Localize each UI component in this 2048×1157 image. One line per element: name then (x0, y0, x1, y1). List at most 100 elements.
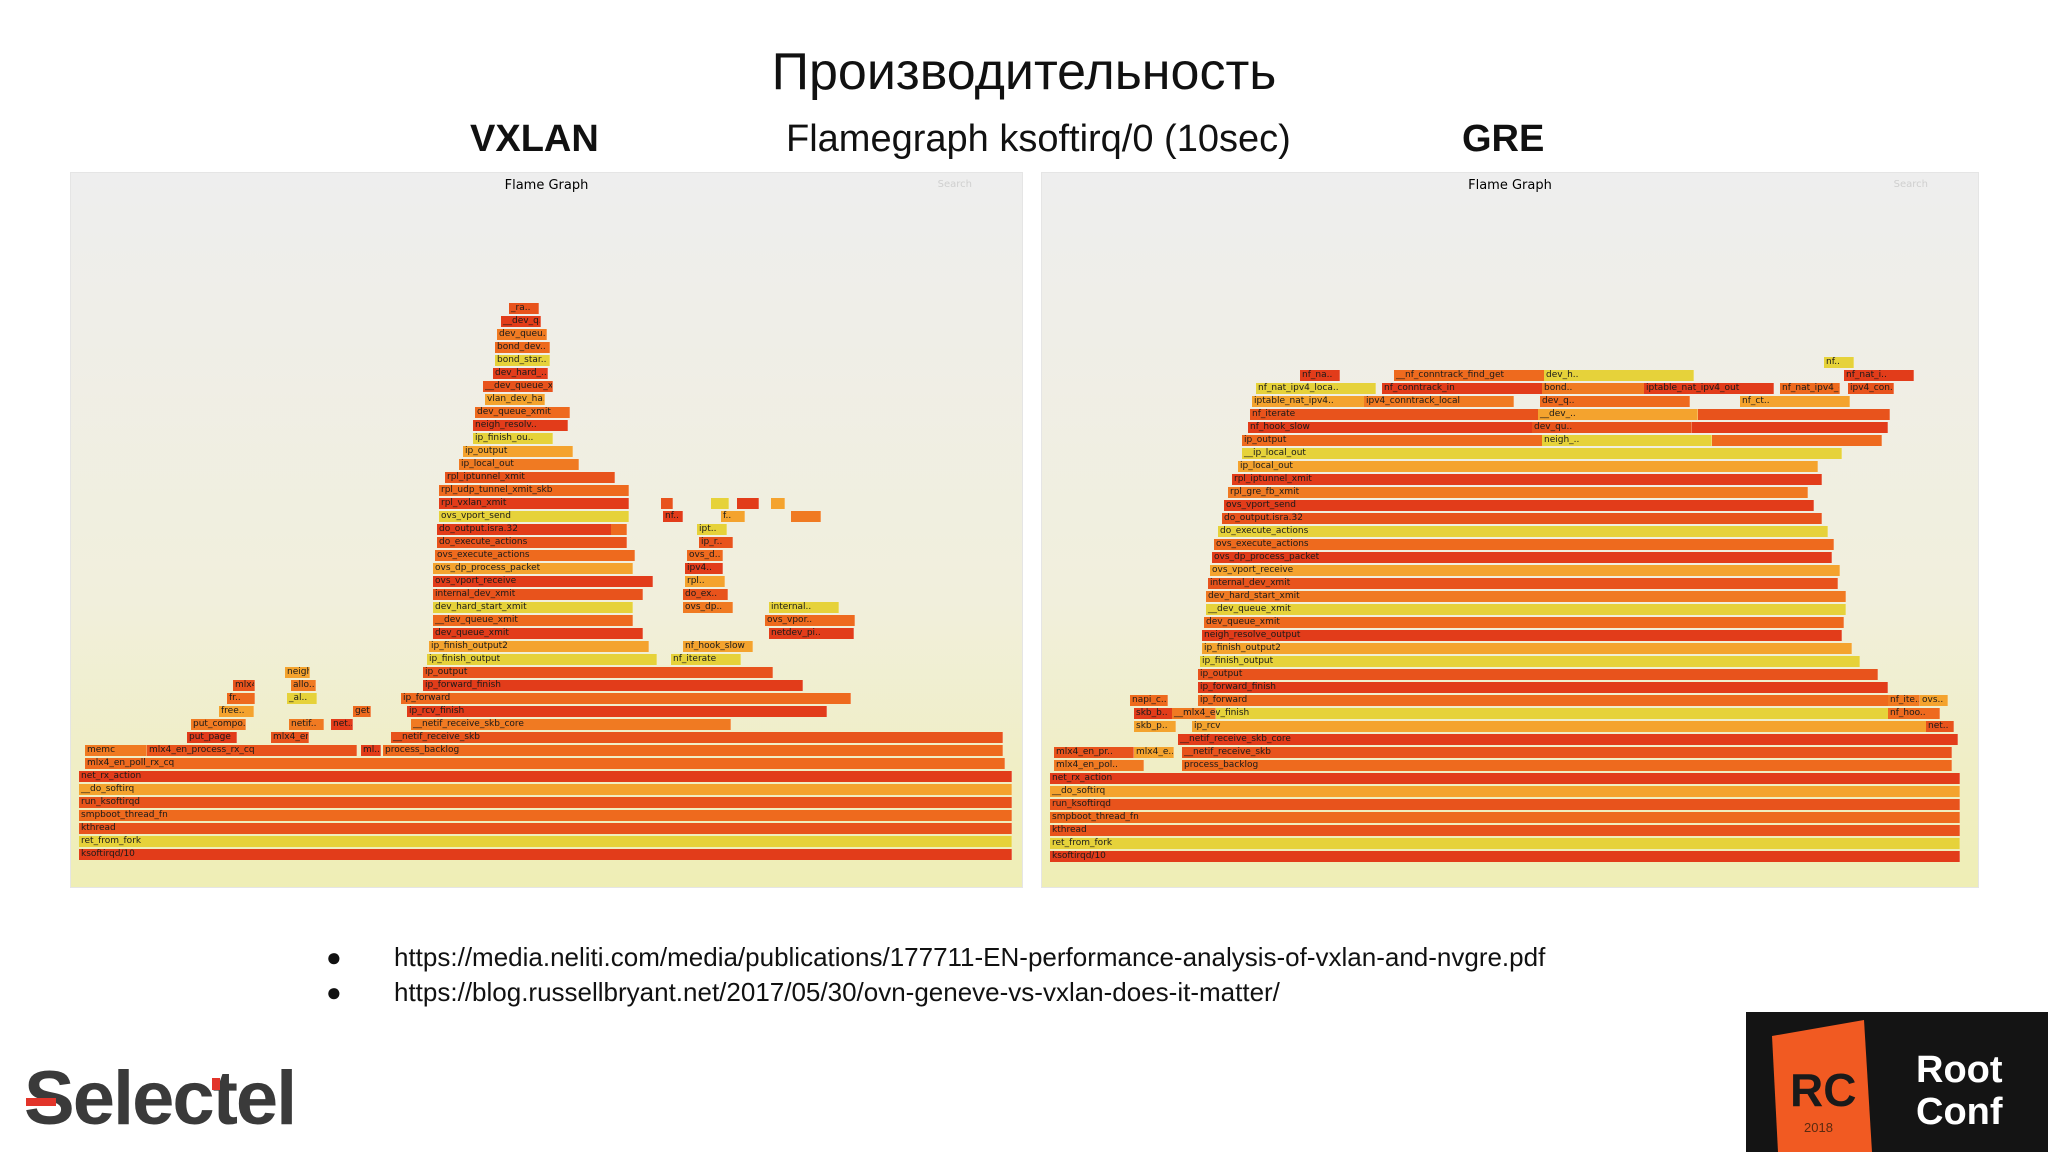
flame-frame[interactable]: _ra.. (509, 303, 539, 314)
flame-frame[interactable]: rpl.. (685, 576, 725, 587)
flame-frame[interactable]: ipt.. (697, 524, 727, 535)
flame-frame[interactable]: free.. (219, 706, 254, 717)
flame-frame[interactable] (661, 498, 673, 509)
flame-frame[interactable]: ip_r.. (699, 537, 733, 548)
flame-frame[interactable]: nf_hoo.. (1888, 708, 1940, 719)
flame-frame[interactable]: nf_nat_ipv4_loca.. (1256, 383, 1376, 394)
flame-frame[interactable]: do_execute_actions (437, 537, 627, 548)
flame-frame[interactable]: rpl_vxlan_xmit (439, 498, 629, 509)
flame-frame[interactable]: neigh_re.. (285, 667, 310, 678)
flame-frame[interactable]: neigh_resolve_output (1202, 630, 1842, 641)
flame-frame[interactable]: __dev_q.. (501, 316, 541, 327)
flame-frame[interactable]: do_execute_actions (1218, 526, 1828, 537)
flame-frame[interactable]: mlx4_en_pr.. (1054, 747, 1134, 758)
flame-frame[interactable]: nf_ct.. (1740, 396, 1850, 407)
flame-frame[interactable]: mlx4_e.. (1134, 747, 1174, 758)
gre-search-button[interactable]: Search (1893, 179, 1928, 190)
flame-frame[interactable]: nf_iterate (671, 654, 741, 665)
flame-frame[interactable]: do_output.isra.32 (1222, 513, 1822, 524)
flame-frame[interactable]: put_compo.. (191, 719, 246, 730)
flame-frame[interactable]: ret_from_fork (1050, 838, 1960, 849)
flame-frame[interactable]: nf_nat_i.. (1844, 370, 1914, 381)
flame-frame[interactable]: internal_dev_xmit (1208, 578, 1838, 589)
flame-frame[interactable]: rpl_gre_fb_xmit (1228, 487, 1808, 498)
vxlan-search-button[interactable]: Search (937, 179, 972, 190)
flame-frame[interactable]: ovs_execute_actions (435, 550, 635, 561)
flame-frame[interactable]: ip_finish_output (427, 654, 657, 665)
flame-frame[interactable]: rpl_iptunnel_xmit (1232, 474, 1822, 485)
flame-frame[interactable]: nf_na.. (1300, 370, 1340, 381)
flame-frame[interactable]: internal.. (769, 602, 839, 613)
flame-frame[interactable]: ml.. (361, 745, 381, 756)
flame-frame[interactable] (791, 511, 821, 522)
flame-frame[interactable]: ip_finish_output2 (429, 641, 649, 652)
flame-frame[interactable]: ip_finish_output (1200, 656, 1860, 667)
flame-frame[interactable]: __netif_receive_skb (391, 732, 1003, 743)
flame-frame[interactable]: skb_p.. (1134, 721, 1176, 732)
reference-link[interactable]: https://media.neliti.com/media/publicati… (394, 942, 1546, 972)
flame-frame[interactable]: _al.. (287, 693, 317, 704)
flame-frame[interactable]: memc (85, 745, 147, 756)
flame-frame[interactable]: __do_softirq (1050, 786, 1960, 797)
flame-frame[interactable]: dev_queue_xmit (475, 407, 570, 418)
flame-frame[interactable]: fr.. (227, 693, 255, 704)
flame-frame[interactable]: get_.. (353, 706, 371, 717)
flame-frame[interactable]: netif.. (289, 719, 324, 730)
flame-frame[interactable]: dev_queue_xmit (1204, 617, 1844, 628)
flame-frame[interactable]: __dev_queue_x.. (483, 381, 553, 392)
flame-frame[interactable]: dev_queue_xmit (433, 628, 643, 639)
flame-frame[interactable]: neigh_resolv.. (473, 420, 568, 431)
flame-frame[interactable]: __dev_queue_xmit (433, 615, 633, 626)
flame-frame[interactable]: dev_hard_start_xmit (433, 602, 633, 613)
flame-frame[interactable]: rpl_iptunnel_xmit (445, 472, 615, 483)
flame-frame[interactable]: ip_rcv (1192, 721, 1952, 732)
flame-frame[interactable]: run_ksoftirqd (1050, 799, 1960, 810)
flame-frame[interactable]: vlan_dev_ha.. (485, 394, 545, 405)
flame-frame[interactable]: ip_forward (401, 693, 851, 704)
flame-frame[interactable]: run_ksoftirqd (79, 797, 1012, 808)
flame-frame[interactable]: smpboot_thread_fn (1050, 812, 1960, 823)
flame-frame[interactable]: ipv4_conntrack_local (1364, 396, 1514, 407)
flame-frame[interactable]: __netif_receive_skb (1182, 747, 1952, 758)
flame-frame[interactable]: ksoftirqd/10 (79, 849, 1012, 860)
flame-frame[interactable]: ovs_execute_actions (1214, 539, 1834, 550)
flame-frame[interactable]: ovs_dp.. (683, 602, 733, 613)
flame-frame[interactable]: ovs.. (1920, 695, 1948, 706)
flame-frame[interactable]: ip_local_out (459, 459, 579, 470)
flame-frame[interactable]: internal_dev_xmit (433, 589, 643, 600)
flame-frame[interactable]: __do_softirq (79, 784, 1012, 795)
flame-frame[interactable]: ip_rcv_finish (407, 706, 827, 717)
flame-frame[interactable]: neigh_.. (1542, 435, 1712, 446)
flame-frame[interactable]: __netif_receive_skb_core (411, 719, 731, 730)
flame-frame[interactable]: dev_hard_start_xmit (1206, 591, 1846, 602)
flame-frame[interactable]: do_output.isra.32 (437, 524, 627, 535)
flame-frame[interactable]: nf_ite.. (1888, 695, 1920, 706)
flame-frame[interactable]: ksoftirqd/10 (1050, 851, 1960, 862)
flame-frame[interactable]: ip_output (423, 667, 773, 678)
flame-frame[interactable]: mlx4_en.. (271, 732, 309, 743)
flame-frame[interactable]: do_ex.. (683, 589, 728, 600)
flame-frame[interactable]: ret_from_fork (79, 836, 1012, 847)
flame-frame[interactable]: iptable_nat_ipv4_out (1644, 383, 1774, 394)
flame-frame[interactable] (771, 498, 785, 509)
flame-frame[interactable]: bond_dev.. (495, 342, 550, 353)
flame-frame[interactable]: ovs_dp_process_packet (1212, 552, 1832, 563)
flame-frame[interactable]: ip_rcv_finish (1192, 708, 1932, 719)
flame-frame[interactable]: nf_hook_slow (683, 641, 753, 652)
flame-frame[interactable]: dev_queu.. (497, 329, 547, 340)
flame-frame[interactable]: ip_forward (1198, 695, 1918, 706)
flame-frame[interactable]: __ip_local_out (1242, 448, 1842, 459)
flame-frame[interactable]: net_rx_action (79, 771, 1012, 782)
flame-frame[interactable]: mlx4_en_poll_rx_cq (85, 758, 1005, 769)
flame-frame[interactable]: ip_forward_finish (423, 680, 803, 691)
flame-frame[interactable]: rpl_udp_tunnel_xmit_skb (439, 485, 629, 496)
flame-frame[interactable]: ipv4.. (685, 563, 723, 574)
flame-frame[interactable]: napi_c.. (1130, 695, 1168, 706)
flame-frame[interactable]: mlx4_en_pol.. (1054, 760, 1144, 771)
flame-frame[interactable]: nf.. (663, 511, 683, 522)
flame-frame[interactable]: nf_nat_ipv4_out (1780, 383, 1840, 394)
flame-frame[interactable]: __dev_queue_xmit (1206, 604, 1846, 615)
flame-frame[interactable]: __mlx4_e.. (1172, 708, 1216, 719)
flame-frame[interactable]: process_backlog (1182, 760, 1952, 771)
flame-frame[interactable]: smpboot_thread_fn (79, 810, 1012, 821)
